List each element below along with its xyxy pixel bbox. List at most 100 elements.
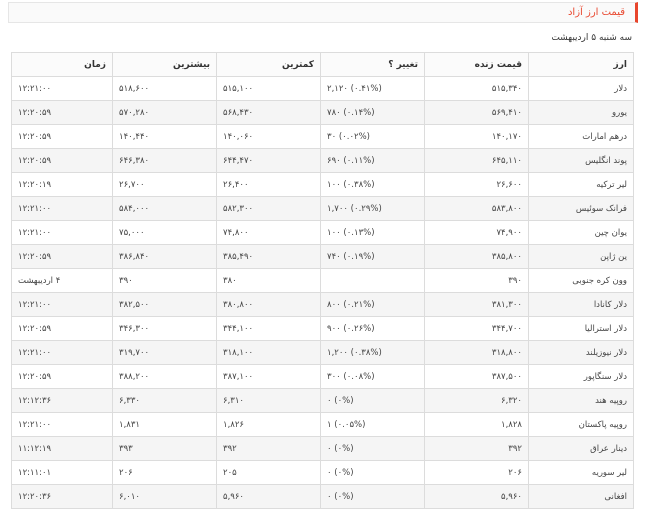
low-price-cell: ۳۸۵,۴۹۰: [216, 244, 321, 269]
table-row: روپیه هند ۶,۳۲۰ (۰%) ۰ ۶,۳۱۰ ۶,۳۳۰ ۱۲:۱۲:۳۶: [11, 388, 634, 413]
change-cell: (۰.۱۹%) ۷۴۰: [320, 244, 425, 269]
change-cell: (۰%) ۰: [320, 460, 425, 485]
column-header-currency: ارز: [528, 52, 634, 77]
table-row: روپیه پاکستان ۱,۸۲۸ (۰.۰۵%) ۱ ۱,۸۲۶ ۱,۸۳۱ ۱۲:…: [11, 412, 634, 437]
live-price-cell: ۱,۸۲۸: [424, 412, 529, 437]
change-cell: (۰.۱۳%) ۱۰۰: [320, 220, 425, 245]
low-price-cell: ۲۶,۴۰۰: [216, 172, 321, 197]
time-cell: ۱۲:۲۰:۵۹: [11, 148, 113, 173]
column-header-live-price: قیمت زنده: [424, 52, 529, 77]
currency-cell: روپیه پاکستان: [528, 412, 634, 437]
live-price-cell: ۱۴۰,۱۷۰: [424, 124, 529, 149]
low-price-cell: ۳۹۲: [216, 436, 321, 461]
live-price-cell: ۷۴,۹۰۰: [424, 220, 529, 245]
currency-cell: پوند انگلیس: [528, 148, 634, 173]
low-price-cell: ۵۱۵,۱۰۰: [216, 76, 321, 101]
currency-cell: درهم امارات: [528, 124, 634, 149]
high-price-cell: ۱۴۰,۴۴۰: [112, 124, 217, 149]
time-cell: ۱۲:۲۱:۰۰: [11, 220, 113, 245]
currency-cell: وون کره جنوبی: [528, 268, 634, 293]
change-cell: (۰.۰۲%) ۳۰: [320, 124, 425, 149]
time-cell: ۱۲:۲۰:۳۶: [11, 484, 113, 509]
live-price-cell: ۵۶۹,۴۱۰: [424, 100, 529, 125]
low-price-cell: ۶۴۴,۴۷۰: [216, 148, 321, 173]
time-cell: ۱۲:۱۲:۳۶: [11, 388, 113, 413]
column-header-time: زمان: [11, 52, 113, 77]
currency-cell: فرانک سوئیس: [528, 196, 634, 221]
change-cell: (۰.۰۵%) ۱: [320, 412, 425, 437]
table-row: پوند انگلیس ۶۴۵,۱۱۰ (۰.۱۱%) ۶۹۰ ۶۴۴,۴۷۰ ۶۴۶,…: [11, 148, 634, 173]
table-row: دلار استرالیا ۳۴۴,۷۰۰ (۰.۲۶%) ۹۰۰ ۳۴۴,۱۰۰ ۳۴…: [11, 316, 634, 341]
live-price-cell: ۲۶,۶۰۰: [424, 172, 529, 197]
change-cell: (۰%) ۰: [320, 388, 425, 413]
low-price-cell: ۳۱۸,۱۰۰: [216, 340, 321, 365]
change-cell: (۰.۰۸%) ۳۰۰: [320, 364, 425, 389]
time-cell: ۱۲:۲۰:۵۹: [11, 316, 113, 341]
live-price-cell: ۳۴۴,۷۰۰: [424, 316, 529, 341]
high-price-cell: ۲۰۶: [112, 460, 217, 485]
change-cell: (۰.۳۸%) ۱,۲۰۰: [320, 340, 425, 365]
high-price-cell: ۳۹۰: [112, 268, 217, 293]
change-cell: (۰%) ۰: [320, 484, 425, 509]
time-cell: ۱۲:۲۱:۰۰: [11, 196, 113, 221]
change-cell: [320, 268, 425, 293]
time-cell: ۱۲:۲۱:۰۰: [11, 412, 113, 437]
table-header-row: ارز قیمت زنده تغییر ؟ کمترین بیشترین زما…: [11, 52, 634, 77]
change-cell: (۰.۲۶%) ۹۰۰: [320, 316, 425, 341]
table-row: دلار ۵۱۵,۳۴۰ (۰.۴۱%) ۲,۱۲۰ ۵۱۵,۱۰۰ ۵۱۸,۶۰۰ ۱۲…: [11, 76, 634, 101]
low-price-cell: ۳۸۷,۱۰۰: [216, 364, 321, 389]
live-price-cell: ۳۱۸,۸۰۰: [424, 340, 529, 365]
change-cell: (۰.۱۱%) ۶۹۰: [320, 148, 425, 173]
high-price-cell: ۶۴۶,۳۸۰: [112, 148, 217, 173]
time-cell: ۱۲:۱۱:۰۱: [11, 460, 113, 485]
live-price-cell: ۳۸۷,۵۰۰: [424, 364, 529, 389]
high-price-cell: ۶,۳۳۰: [112, 388, 217, 413]
currency-cell: یورو: [528, 100, 634, 125]
column-header-change[interactable]: تغییر ؟: [320, 52, 425, 77]
change-cell: (۰.۴۱%) ۲,۱۲۰: [320, 76, 425, 101]
low-price-cell: ۶,۳۱۰: [216, 388, 321, 413]
table-row: لیر ترکیه ۲۶,۶۰۰ (۰.۳۸%) ۱۰۰ ۲۶,۴۰۰ ۲۶,۷۰۰ ۱۲…: [11, 172, 634, 197]
change-cell: (۰.۲۹%) ۱,۷۰۰: [320, 196, 425, 221]
currency-cell: دلار: [528, 76, 634, 101]
currency-cell: دینار عراق: [528, 436, 634, 461]
live-price-cell: ۳۸۱,۳۰۰: [424, 292, 529, 317]
live-price-cell: ۳۸۵,۸۰۰: [424, 244, 529, 269]
time-cell: ۴ اردیبهشت: [11, 268, 113, 293]
live-price-cell: ۳۹۰: [424, 268, 529, 293]
panel-title: قیمت ارز آزاد: [567, 7, 625, 18]
column-header-low: کمترین: [216, 52, 321, 77]
high-price-cell: ۵۱۸,۶۰۰: [112, 76, 217, 101]
table-row: دینار عراق ۳۹۲ (۰%) ۰ ۳۹۲ ۳۹۳ ۱۱:۱۲:۱۹: [11, 436, 634, 461]
high-price-cell: ۳۴۶,۳۰۰: [112, 316, 217, 341]
low-price-cell: ۵,۹۶۰: [216, 484, 321, 509]
live-price-cell: ۲۰۶: [424, 460, 529, 485]
high-price-cell: ۳۸۸,۲۰۰: [112, 364, 217, 389]
date-label: سه شنبه ۵ اردیبهشت: [551, 33, 632, 43]
high-price-cell: ۶,۰۱۰: [112, 484, 217, 509]
table-row: ین ژاپن ۳۸۵,۸۰۰ (۰.۱۹%) ۷۴۰ ۳۸۵,۴۹۰ ۳۸۶,۸۴۰ ۱…: [11, 244, 634, 269]
high-price-cell: ۳۱۹,۷۰۰: [112, 340, 217, 365]
time-cell: ۱۲:۲۰:۵۹: [11, 364, 113, 389]
high-price-cell: ۷۵,۰۰۰: [112, 220, 217, 245]
column-header-high: بیشترین: [112, 52, 217, 77]
table-row: لیر سوریه ۲۰۶ (۰%) ۰ ۲۰۵ ۲۰۶ ۱۲:۱۱:۰۱: [11, 460, 634, 485]
low-price-cell: ۲۰۵: [216, 460, 321, 485]
change-cell: (۰.۲۱%) ۸۰۰: [320, 292, 425, 317]
change-cell: (۰.۱۴%) ۷۸۰: [320, 100, 425, 125]
currency-cell: دلار کانادا: [528, 292, 634, 317]
currency-cell: دلار استرالیا: [528, 316, 634, 341]
change-cell: (۰%) ۰: [320, 436, 425, 461]
currency-cell: یوان چین: [528, 220, 634, 245]
low-price-cell: ۷۴,۸۰۰: [216, 220, 321, 245]
live-price-cell: ۳۹۲: [424, 436, 529, 461]
high-price-cell: ۲۶,۷۰۰: [112, 172, 217, 197]
table-row: دلار کانادا ۳۸۱,۳۰۰ (۰.۲۱%) ۸۰۰ ۳۸۰,۸۰۰ ۳۸۲,…: [11, 292, 634, 317]
time-cell: ۱۲:۲۰:۱۹: [11, 172, 113, 197]
low-price-cell: ۳۴۴,۱۰۰: [216, 316, 321, 341]
currency-cell: لیر ترکیه: [528, 172, 634, 197]
live-price-cell: ۶,۳۲۰: [424, 388, 529, 413]
currency-cell: دلار سنگاپور: [528, 364, 634, 389]
table-row: فرانک سوئیس ۵۸۳,۸۰۰ (۰.۲۹%) ۱,۷۰۰ ۵۸۲,۳۰۰ ۵۸…: [11, 196, 634, 221]
low-price-cell: ۵۶۸,۴۳۰: [216, 100, 321, 125]
